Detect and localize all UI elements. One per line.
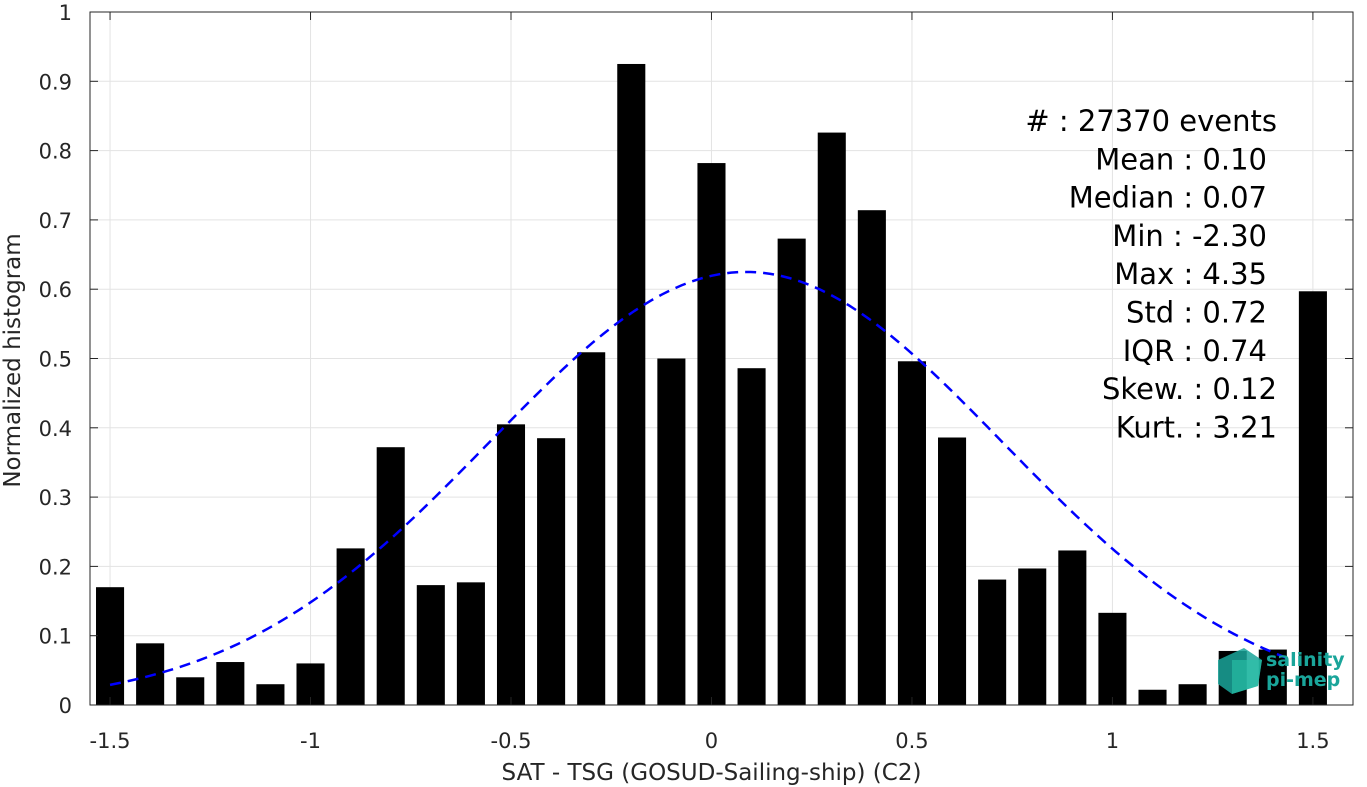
x-axis-ticks: -1.5 -1 -0.5 0 0.5 1 1.5 <box>90 12 1330 753</box>
bar-12 <box>577 352 606 705</box>
stat-line-3: Min : -2.30 <box>1112 219 1267 253</box>
stat-line-4: Max : 4.35 <box>1114 257 1267 291</box>
x-tick-label-0: -1.5 <box>90 729 131 753</box>
bar-24 <box>1058 550 1087 705</box>
histogram-bars <box>96 63 1327 706</box>
bar-7 <box>376 447 405 705</box>
bar-14 <box>657 358 686 705</box>
bar-15 <box>697 163 726 706</box>
bar-17 <box>777 238 806 705</box>
bar-2 <box>176 677 205 705</box>
bar-8 <box>416 585 445 705</box>
logo-text-line1: salinity <box>1266 649 1345 671</box>
y-tick-label-7: 0.7 <box>39 209 72 233</box>
bar-22 <box>978 579 1007 705</box>
bar-3 <box>216 662 245 705</box>
bar-19 <box>857 210 886 705</box>
logo-text-line2: pi-mep <box>1266 669 1340 691</box>
y-tick-label-10: 1 <box>59 1 72 25</box>
stat-line-7: Skew. : 0.12 <box>1102 372 1277 406</box>
stat-line-8: Kurt. : 3.21 <box>1116 410 1277 444</box>
bar-13 <box>617 63 646 706</box>
logo-cube-facet <box>1232 660 1262 694</box>
bar-23 <box>1018 568 1047 705</box>
bar-1 <box>136 643 165 705</box>
x-tick-label-5: 1 <box>1106 729 1119 753</box>
stat-line-0: # : 27370 events <box>1025 104 1277 138</box>
bar-21 <box>938 437 967 705</box>
x-tick-label-2: -0.5 <box>491 729 532 753</box>
y-axis-label: Normalized histogram <box>0 233 26 487</box>
bar-26 <box>1138 689 1167 705</box>
y-tick-label-2: 0.2 <box>39 555 72 579</box>
salinity-pimep-logo: salinity pi-mep <box>1218 648 1345 694</box>
bar-10 <box>496 424 526 705</box>
y-tick-label-5: 0.5 <box>39 348 72 372</box>
y-tick-label-8: 0.8 <box>39 140 72 164</box>
y-tick-label-3: 0.3 <box>39 486 72 510</box>
x-tick-label-3: 0 <box>705 729 718 753</box>
bar-9 <box>456 582 485 705</box>
y-tick-label-0: 0 <box>59 694 72 718</box>
y-axis-ticks: 0 0.1 0.2 0.3 0.4 0.5 0.6 0.7 0.8 0.9 1 <box>39 1 1353 718</box>
bar-4 <box>256 684 285 705</box>
gaussian-fit-curve <box>109 270 1294 687</box>
bar-6 <box>336 548 365 705</box>
x-tick-label-1: -1 <box>300 729 321 753</box>
bar-18 <box>817 132 846 705</box>
stat-line-1: Mean : 0.10 <box>1095 142 1267 176</box>
x-tick-label-6: 1.5 <box>1296 729 1329 753</box>
bar-20 <box>897 361 926 705</box>
bar-25 <box>1098 612 1127 705</box>
bar-11 <box>537 438 566 705</box>
y-tick-label-1: 0.1 <box>39 625 72 649</box>
y-tick-label-9: 0.9 <box>39 70 72 94</box>
y-tick-label-6: 0.6 <box>39 278 72 302</box>
stat-line-6: IQR : 0.74 <box>1123 334 1267 368</box>
y-tick-label-4: 0.4 <box>39 417 72 441</box>
bar-30 <box>1298 291 1327 705</box>
bar-27 <box>1178 684 1207 705</box>
x-tick-label-4: 0.5 <box>895 729 928 753</box>
stat-line-2: Median : 0.07 <box>1069 181 1267 215</box>
x-axis-label: SAT - TSG (GOSUD-Sailing-ship) (C2) <box>502 760 922 786</box>
bar-29 <box>1258 649 1287 705</box>
statistics-box: # : 27370 events Mean : 0.10 Median : 0.07… <box>1025 104 1277 444</box>
bar-0 <box>96 587 125 705</box>
bar-16 <box>737 368 766 705</box>
stat-line-5: Std : 0.72 <box>1126 296 1267 330</box>
